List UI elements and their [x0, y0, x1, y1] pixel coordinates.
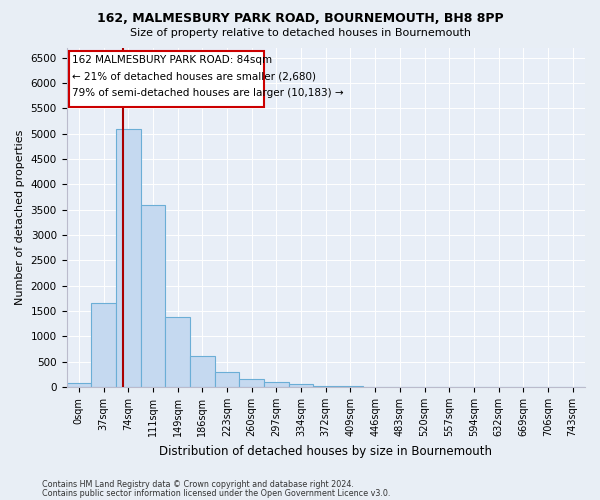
- Bar: [190, 356, 215, 387]
- Y-axis label: Number of detached properties: Number of detached properties: [15, 130, 25, 305]
- Text: 79% of semi-detached houses are larger (10,183) →: 79% of semi-detached houses are larger (…: [72, 88, 344, 98]
- Text: ← 21% of detached houses are smaller (2,680): ← 21% of detached houses are smaller (2,…: [72, 72, 316, 82]
- Bar: [313, 386, 338, 387]
- Text: Contains HM Land Registry data © Crown copyright and database right 2024.: Contains HM Land Registry data © Crown c…: [42, 480, 354, 489]
- Text: 162, MALMESBURY PARK ROAD, BOURNEMOUTH, BH8 8PP: 162, MALMESBURY PARK ROAD, BOURNEMOUTH, …: [97, 12, 503, 26]
- Text: 162 MALMESBURY PARK ROAD: 84sqm: 162 MALMESBURY PARK ROAD: 84sqm: [72, 55, 272, 65]
- Bar: [91, 304, 116, 387]
- X-axis label: Distribution of detached houses by size in Bournemouth: Distribution of detached houses by size …: [159, 444, 492, 458]
- Text: Size of property relative to detached houses in Bournemouth: Size of property relative to detached ho…: [130, 28, 470, 38]
- Text: Contains public sector information licensed under the Open Government Licence v3: Contains public sector information licen…: [42, 489, 391, 498]
- Bar: [67, 384, 91, 387]
- Bar: [140, 204, 165, 387]
- Bar: [264, 382, 289, 387]
- Bar: [165, 316, 190, 387]
- Bar: [239, 380, 264, 387]
- Bar: [289, 384, 313, 387]
- Bar: [68, 51, 264, 108]
- Bar: [215, 372, 239, 387]
- Bar: [338, 386, 363, 387]
- Bar: [116, 128, 140, 387]
